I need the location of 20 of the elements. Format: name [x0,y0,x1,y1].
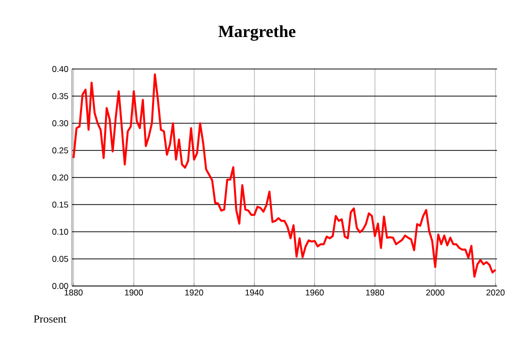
y-tick-label: 0.00 [52,283,68,289]
x-tick-label: 1900 [125,290,143,296]
x-tick-label: 2000 [426,290,444,296]
x-tick-label: 1920 [185,290,204,296]
x-tick-label: 1980 [366,290,384,296]
text: Prosent [34,315,66,323]
line-series [72,73,496,278]
y-tick-label: 0.25 [52,147,68,154]
y-tick-label: 0.30 [52,120,68,126]
chart-title: Margrethe [218,25,296,41]
y-tick-label: 0.40 [52,66,68,72]
y-tick-label: 0.05 [52,256,68,262]
x-tick-label: 2020 [486,290,505,296]
y-tick-label: 0.20 [52,174,68,180]
y-tick-label: 0.10 [52,228,68,235]
x-tick-label: 1960 [306,290,324,296]
x-tick-label: 1940 [246,290,264,296]
y-tick-label: 0.35 [52,93,68,100]
x-tick-label: 1880 [64,290,83,296]
y-tick-label: 0.15 [52,202,68,208]
